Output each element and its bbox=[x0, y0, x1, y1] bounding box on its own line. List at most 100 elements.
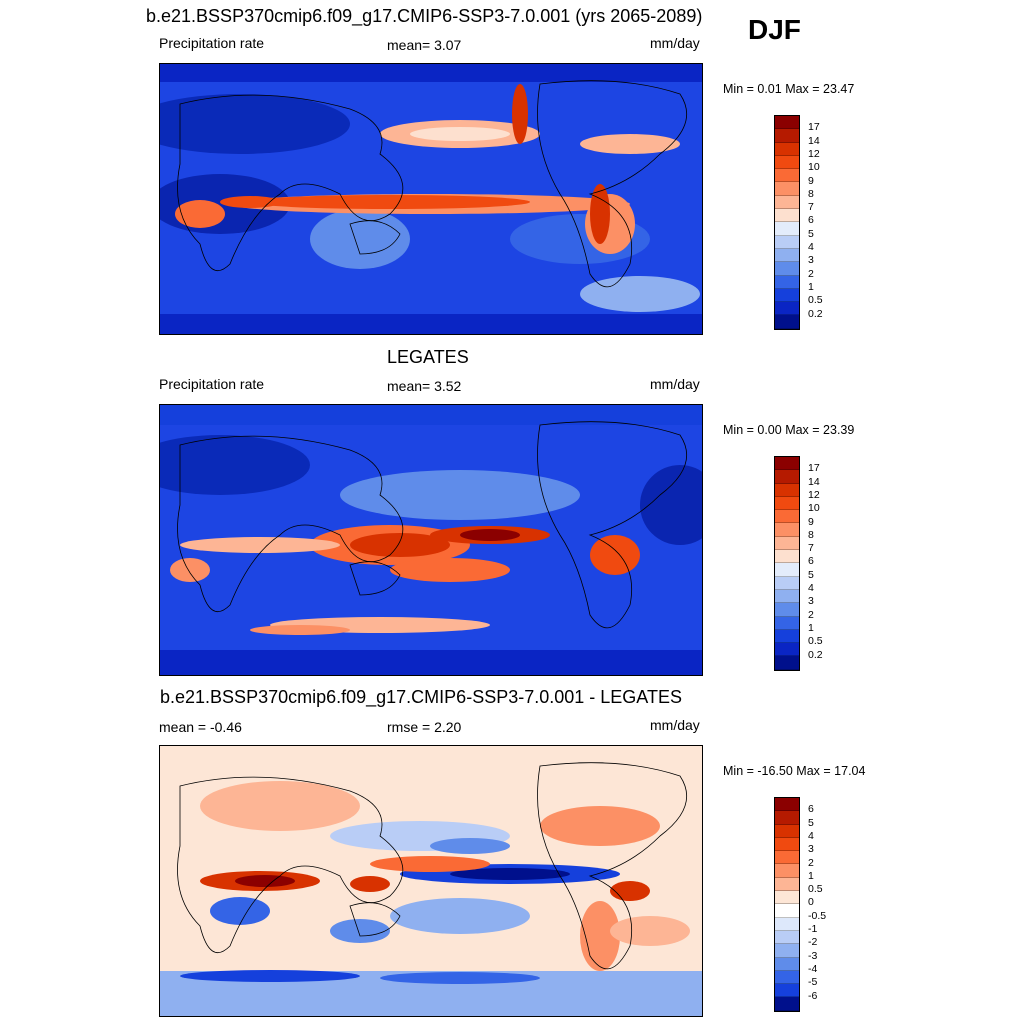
colorbar-box bbox=[775, 603, 799, 617]
colorbar-tick-label: 4 bbox=[808, 241, 814, 253]
colorbar-box bbox=[775, 523, 799, 537]
panel3-units: mm/day bbox=[650, 717, 700, 733]
panel3-rmse: rmse = 2.20 bbox=[387, 719, 462, 735]
colorbar-tick-label: 1 bbox=[808, 869, 814, 882]
colorbar-box bbox=[775, 550, 799, 564]
colorbar-box bbox=[775, 248, 799, 263]
colorbar-box bbox=[775, 589, 799, 604]
colorbar-tick-label: 6 bbox=[808, 803, 814, 816]
colorbar-box bbox=[775, 877, 799, 892]
panel1-units: mm/day bbox=[650, 35, 700, 51]
colorbar-tick-label: 1 bbox=[808, 621, 814, 634]
panel1-minmax: Min = 0.01 Max = 23.47 bbox=[723, 82, 855, 96]
colorbar-box bbox=[775, 864, 799, 878]
panel1-title: b.e21.BSSP370cmip6.f09_g17.CMIP6-SSP3-7.… bbox=[146, 6, 703, 26]
colorbar-tick-label: 8 bbox=[808, 187, 814, 200]
colorbar-box bbox=[775, 510, 799, 524]
colorbar-tick-label: -0.5 bbox=[808, 909, 827, 922]
colorbar-tick-label: 0.2 bbox=[808, 648, 823, 661]
colorbar-boxes bbox=[774, 797, 800, 1012]
colorbar-tick-label: 0.5 bbox=[808, 294, 823, 307]
colorbar-box bbox=[775, 470, 799, 484]
panel3-mean: mean = -0.46 bbox=[159, 719, 242, 735]
colorbar-box bbox=[775, 457, 799, 471]
colorbar-box bbox=[775, 851, 799, 865]
colorbar-tick-label: 3 bbox=[808, 254, 814, 267]
colorbar-box bbox=[775, 930, 799, 945]
colorbar-box bbox=[775, 811, 799, 825]
colorbar-tick-label: 0.5 bbox=[808, 883, 823, 896]
colorbar-tick-label: 5 bbox=[808, 816, 814, 829]
colorbar-tick-label: 1 bbox=[808, 280, 814, 293]
panel2-title: LEGATES bbox=[387, 347, 469, 367]
colorbar-box bbox=[775, 957, 799, 971]
colorbar-box bbox=[775, 262, 799, 276]
colorbar-tick-label: 10 bbox=[808, 161, 820, 174]
colorbar-tick-label: 6 bbox=[808, 214, 814, 227]
colorbar-tick-label: 9 bbox=[808, 515, 814, 528]
panel2-map bbox=[159, 404, 703, 676]
colorbar-box bbox=[775, 142, 799, 156]
colorbar-box bbox=[775, 483, 799, 497]
colorbar-tick-label: -3 bbox=[808, 949, 818, 962]
colorbar-box bbox=[775, 656, 799, 670]
colorbar-box bbox=[775, 275, 799, 289]
colorbar-tick-label: 4 bbox=[808, 829, 814, 842]
panel1-left-label: Precipitation rate bbox=[159, 35, 265, 51]
panel2-units: mm/day bbox=[650, 376, 700, 392]
colorbar-box bbox=[775, 288, 799, 303]
panel3-map bbox=[159, 745, 703, 1017]
colorbar-tick-label: -2 bbox=[808, 936, 818, 949]
colorbar-tick-label: 3 bbox=[808, 595, 814, 608]
colorbar-box bbox=[775, 169, 799, 183]
season-label: DJF bbox=[748, 14, 801, 45]
panel3-minmax: Min = -16.50 Max = 17.04 bbox=[723, 764, 866, 778]
colorbar-tick-label: 12 bbox=[808, 488, 820, 501]
colorbar-tick-label: 14 bbox=[808, 134, 820, 147]
colorbar-tick-label: 3 bbox=[808, 843, 814, 856]
colorbar-tick-label: 0.5 bbox=[808, 635, 823, 648]
colorbar-box bbox=[775, 944, 799, 958]
colorbar-tick-label: 9 bbox=[808, 174, 814, 187]
colorbar-box bbox=[775, 837, 799, 852]
colorbar-tick-label: 5 bbox=[808, 227, 814, 240]
panel1-mean: mean= 3.07 bbox=[387, 37, 462, 53]
colorbar-box bbox=[775, 496, 799, 511]
colorbar-tick-label: 6 bbox=[808, 555, 814, 568]
colorbar-box bbox=[775, 302, 799, 316]
colorbar-box bbox=[775, 195, 799, 210]
colorbar-tick-label: -4 bbox=[808, 962, 818, 975]
colorbar-tick-label: 17 bbox=[808, 462, 820, 475]
panel1-colorbar: 17 14 12 10 9 8 7 6 5 4 3 2 1 0.5 0.2 bbox=[774, 115, 864, 330]
colorbar-box bbox=[775, 235, 799, 249]
panel3-colorbar: 6 5 4 3 2 1 0.5 0 -0.5 -1 -2 -3 -4 -5 -6 bbox=[774, 797, 864, 1012]
colorbar-box bbox=[775, 576, 799, 590]
panel2-left-label: Precipitation rate bbox=[159, 376, 265, 392]
colorbar-box bbox=[775, 798, 799, 812]
colorbar-box bbox=[775, 182, 799, 196]
colorbar-boxes bbox=[774, 115, 800, 330]
colorbar-box bbox=[775, 997, 799, 1011]
colorbar-box bbox=[775, 984, 799, 998]
panel1-map bbox=[159, 63, 703, 335]
colorbar-box bbox=[775, 824, 799, 838]
colorbar-tick-label: -1 bbox=[808, 923, 818, 935]
colorbar-box bbox=[775, 315, 799, 329]
colorbar-box bbox=[775, 891, 799, 905]
colorbar-box bbox=[775, 222, 799, 236]
colorbar-tick-label: 17 bbox=[808, 121, 820, 134]
colorbar-box bbox=[775, 629, 799, 644]
colorbar-tick-label: 0 bbox=[808, 896, 814, 909]
colorbar-tick-label: 4 bbox=[808, 582, 814, 594]
colorbar-box bbox=[775, 116, 799, 130]
colorbar-tick-label: 2 bbox=[808, 856, 814, 869]
colorbar-boxes bbox=[774, 456, 800, 671]
colorbar-tick-label: -6 bbox=[808, 989, 818, 1002]
colorbar-tick-label: 12 bbox=[808, 147, 820, 160]
panel2-minmax: Min = 0.00 Max = 23.39 bbox=[723, 423, 855, 437]
colorbar-box bbox=[775, 917, 799, 931]
colorbar-tick-label: 0.2 bbox=[808, 307, 823, 320]
colorbar-box bbox=[775, 563, 799, 577]
colorbar-tick-label: 14 bbox=[808, 475, 820, 488]
colorbar-box bbox=[775, 209, 799, 223]
